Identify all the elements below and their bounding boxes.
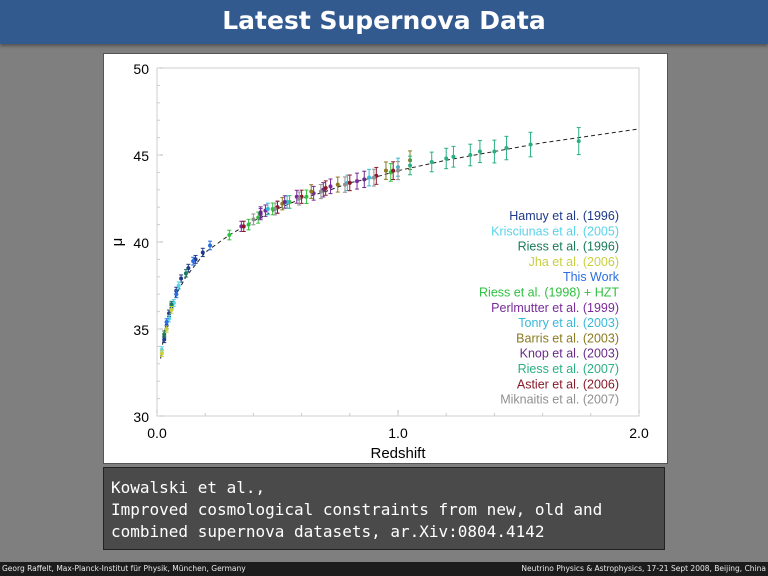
x-axis-label: Redshift — [370, 445, 426, 462]
x-tick-label: 0.0 — [147, 425, 167, 441]
data-point — [477, 149, 482, 154]
data-point — [159, 351, 164, 356]
data-point — [191, 259, 196, 264]
y-tick-label: 30 — [133, 409, 149, 425]
data-point — [367, 175, 372, 180]
data-point — [576, 139, 581, 144]
citation-box: Kowalski et al., Improved cosmological c… — [103, 467, 665, 550]
hubble-diagram-panel: 30 35 40 45 50 0.0 1.0 2.0 Redshift μ Hamuy et al.… — [103, 53, 668, 464]
data-point — [167, 311, 172, 316]
data-point — [309, 189, 314, 194]
data-point — [408, 163, 413, 168]
data-point — [468, 153, 473, 157]
data-point — [176, 283, 181, 288]
data-point — [429, 159, 434, 164]
data-point — [241, 224, 246, 229]
y-tick-label: 40 — [133, 235, 149, 251]
legend-entry: Jha et al. (2006) — [529, 255, 619, 269]
citation-line-1: Kowalski et al., — [111, 478, 266, 497]
data-point — [362, 177, 367, 182]
data-point — [391, 168, 396, 173]
data-point — [528, 142, 533, 147]
hubble-diagram-chart: 30 35 40 45 50 0.0 1.0 2.0 Redshift μ Hamuy et al.… — [109, 61, 649, 462]
data-point — [169, 307, 174, 312]
legend-entry: Hamuy et al. (1996) — [509, 209, 619, 223]
slide-title: Latest Supernova Data — [222, 6, 546, 35]
data-point — [383, 168, 388, 173]
legend-entry: Perlmutter et al. (1999) — [491, 301, 619, 315]
footer-bar: Georg Raffelt, Max-Planck-Institut für P… — [0, 562, 768, 576]
data-point — [355, 179, 360, 184]
data-point — [335, 182, 340, 187]
data-point — [323, 186, 328, 191]
data-point — [227, 233, 232, 238]
legend-entry: Riess et al. (1996) — [518, 240, 619, 254]
data-point — [451, 154, 456, 159]
data-point — [504, 146, 509, 151]
legend-entry: Barris et al. (2003) — [516, 331, 619, 345]
data-point — [318, 189, 323, 194]
citation-line-2: Improved cosmological constraints from n… — [111, 500, 603, 519]
footer-left-text: Georg Raffelt, Max-Planck-Institut für P… — [2, 564, 246, 573]
y-tick-label: 50 — [133, 61, 149, 77]
slide-title-bar: Latest Supernova Data — [0, 0, 768, 44]
data-point — [347, 180, 352, 185]
data-point — [179, 276, 184, 281]
data-point — [282, 199, 287, 204]
y-axis-label: μ — [109, 238, 126, 247]
data-point — [167, 316, 172, 321]
legend-entry: Knop et al. (2003) — [520, 347, 619, 361]
x-tick-label: 1.0 — [388, 425, 408, 441]
data-point — [164, 327, 169, 331]
data-point — [371, 175, 376, 180]
data-point — [304, 194, 309, 199]
citation-line-3: combined supernova datasets, ar.Xiv:0804… — [111, 522, 545, 541]
legend-entry: Krisciunas et al. (2005) — [491, 224, 619, 238]
x-tick-label: 2.0 — [629, 425, 649, 441]
data-point — [396, 168, 400, 173]
legend-entry: Riess et al. (2007) — [518, 362, 619, 376]
legend-entry: This Work — [563, 270, 620, 284]
data-point — [164, 320, 169, 325]
data-point — [273, 206, 278, 211]
data-point — [328, 184, 333, 189]
data-point — [174, 292, 179, 297]
data-point — [162, 337, 167, 342]
data-point — [208, 243, 213, 248]
y-tick-label: 35 — [133, 322, 149, 338]
data-point — [258, 210, 263, 215]
y-tick-label: 45 — [133, 148, 149, 164]
data-point — [183, 271, 188, 276]
data-point — [444, 156, 449, 161]
data-point — [492, 149, 497, 154]
data-point — [162, 332, 167, 337]
data-point — [251, 217, 256, 222]
data-point — [265, 206, 270, 211]
legend-entry: Tonry et al. (2003) — [518, 316, 619, 330]
data-point — [169, 302, 174, 307]
data-point — [297, 196, 302, 201]
data-point — [246, 222, 251, 227]
legend-entry: Astier et al. (2006) — [517, 377, 619, 391]
data-point — [256, 215, 261, 220]
legend-entry: Riess et al. (1998) + HZT — [479, 286, 619, 300]
legend-entry: Miknaitis et al. (2007) — [500, 393, 619, 407]
data-point — [342, 182, 347, 187]
footer-right-text: Neutrino Physics & Astrophysics, 17-21 S… — [521, 564, 766, 573]
data-point — [200, 250, 205, 255]
